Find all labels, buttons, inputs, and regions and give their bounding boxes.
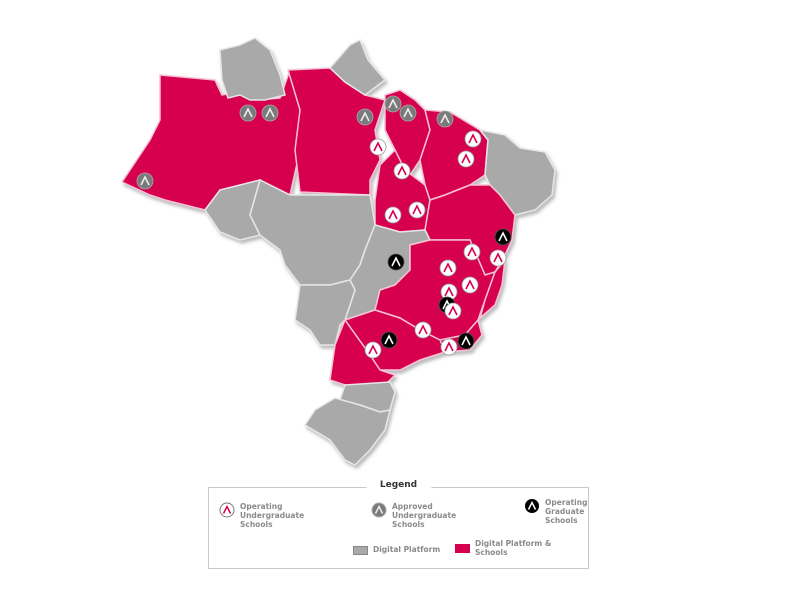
- undergrad-marker-icon[interactable]: [439, 259, 457, 277]
- approved-marker-icon[interactable]: [436, 110, 454, 128]
- undergrad-marker-icon: [219, 502, 235, 518]
- undergrad-marker-icon[interactable]: [457, 150, 475, 168]
- gray-swatch: [353, 546, 368, 555]
- approved-marker-icon[interactable]: [261, 104, 279, 122]
- legend: Legend Operating Undergraduate Schools A…: [208, 480, 589, 569]
- legend-title: Legend: [365, 480, 432, 490]
- undergrad-marker-icon[interactable]: [364, 341, 382, 359]
- brazil-map: [120, 37, 556, 466]
- undergrad-marker-icon[interactable]: [464, 130, 482, 148]
- legend-label: Digital Platform & Schools: [475, 539, 552, 557]
- legend-item-graduate: Operating Graduate Schools: [524, 498, 588, 525]
- undergrad-marker-icon[interactable]: [461, 276, 479, 294]
- undergrad-marker-icon[interactable]: [414, 321, 432, 339]
- graduate-marker-icon: [525, 499, 539, 513]
- legend-item-undergrad: Operating Undergraduate Schools: [219, 502, 339, 529]
- state-parana: [329, 318, 397, 386]
- undergrad-marker-icon[interactable]: [369, 138, 387, 156]
- legend-label: Digital Platform: [373, 545, 441, 554]
- graduate-marker-icon[interactable]: [380, 331, 398, 349]
- undergrad-marker-icon[interactable]: [440, 338, 458, 356]
- approved-marker-icon[interactable]: [384, 95, 402, 113]
- state-roraima: [219, 37, 286, 101]
- undergrad-marker-icon[interactable]: [444, 302, 462, 320]
- legend-label: Operating Undergraduate Schools: [240, 502, 305, 529]
- legend-item-approved: Approved Undergraduate Schools: [371, 502, 491, 529]
- undergrad-marker-icon[interactable]: [393, 162, 411, 180]
- undergrad-marker-icon[interactable]: [408, 201, 426, 219]
- undergrad-marker-icon[interactable]: [463, 243, 481, 261]
- graduate-marker-icon[interactable]: [494, 228, 512, 246]
- approved-marker-icon[interactable]: [136, 172, 154, 190]
- undergrad-marker-icon[interactable]: [384, 206, 402, 224]
- graduate-marker-icon[interactable]: [457, 332, 475, 350]
- approved-marker-icon[interactable]: [356, 108, 374, 126]
- state-mato-grosso-do-sul: [294, 279, 356, 346]
- legend-item-digital-schools: Digital Platform & Schools: [455, 539, 565, 557]
- undergrad-marker-icon[interactable]: [489, 249, 507, 267]
- state-amapa: [328, 38, 387, 96]
- approved-marker-icon: [371, 502, 387, 518]
- state-rio-grande-do-sul: [303, 397, 392, 466]
- legend-label: Operating Graduate Schools: [545, 498, 588, 525]
- legend-label: Approved Undergraduate Schools: [392, 502, 457, 529]
- approved-marker-icon[interactable]: [399, 104, 417, 122]
- graduate-marker-icon[interactable]: [387, 253, 405, 271]
- state-mato-grosso: [249, 178, 376, 286]
- pink-swatch: [455, 544, 470, 553]
- approved-marker-icon[interactable]: [239, 104, 257, 122]
- legend-item-digital: Digital Platform: [353, 545, 440, 555]
